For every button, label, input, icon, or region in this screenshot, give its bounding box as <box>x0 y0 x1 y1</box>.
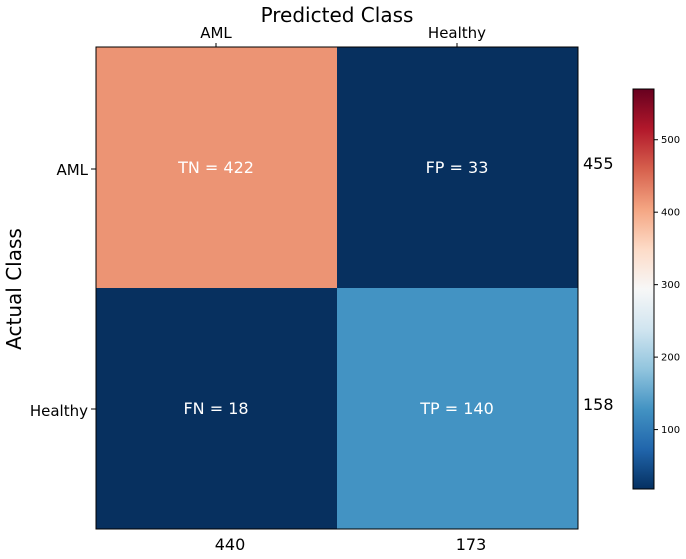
y-tick-label-aml: AML <box>56 161 88 179</box>
matrix-frame <box>95 46 579 530</box>
colorbar-tick-label: 100 <box>661 425 680 436</box>
colorbar <box>632 88 655 490</box>
cell-true-negative <box>96 47 337 288</box>
colorbar-tick-label: 500 <box>661 135 680 146</box>
y-axis-label: Actual Class <box>2 228 26 350</box>
chart-title: Predicted Class <box>261 3 414 27</box>
colorbar-ticks: 100 200 300 400 500 <box>654 135 680 436</box>
y-tick-label-healthy: Healthy <box>30 402 88 420</box>
col-total-healthy: 173 <box>456 535 487 554</box>
cell-label-fn: FN = 18 <box>183 399 248 418</box>
colorbar-tick-label: 400 <box>661 208 680 219</box>
colorbar-tick-label: 300 <box>661 280 680 291</box>
cell-label-tn: TN = 422 <box>177 158 254 177</box>
cell-true-positive <box>337 288 578 529</box>
cell-false-negative <box>96 288 337 529</box>
cell-label-tp: TP = 140 <box>419 399 494 418</box>
x-tick-label-aml: AML <box>200 24 232 42</box>
cell-false-positive <box>337 47 578 288</box>
cell-label-fp: FP = 33 <box>426 158 489 177</box>
row-total-aml: 455 <box>583 154 614 173</box>
x-tick-label-healthy: Healthy <box>428 24 486 42</box>
colorbar-tick-label: 200 <box>661 353 680 364</box>
col-total-aml: 440 <box>215 535 246 554</box>
row-total-healthy: 158 <box>583 395 614 414</box>
